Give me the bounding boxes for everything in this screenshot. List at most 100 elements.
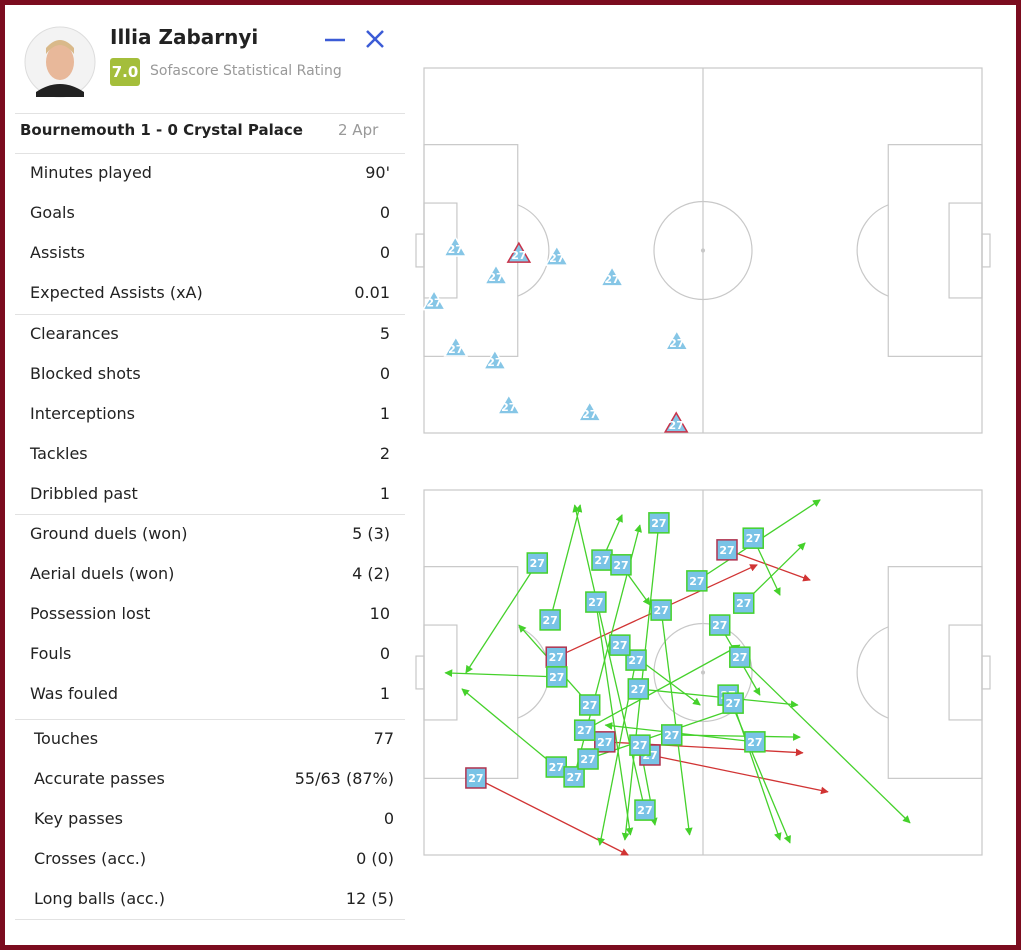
- pass-origin: 27: [526, 552, 549, 574]
- square: [465, 767, 487, 789]
- stat-label: Long balls (acc.): [34, 889, 166, 908]
- square: [729, 646, 751, 668]
- pass-arrow: [549, 504, 583, 621]
- stat-row: Accurate passes 55/63 (87%): [15, 759, 405, 799]
- player-name: Illia Zabarnyi: [110, 25, 259, 49]
- six-yard-box: [948, 624, 983, 721]
- divider: [15, 719, 405, 720]
- stat-value: 0: [379, 243, 390, 262]
- stat-value: 0 (0): [356, 849, 394, 868]
- stat-value: 12 (5): [345, 889, 394, 908]
- stat-row: Tackles 2: [15, 434, 405, 474]
- pass-origin: 27: [465, 767, 487, 789]
- stat-value: 0: [383, 809, 394, 828]
- match-title: Bournemouth 1 - 0 Crystal Palace: [20, 121, 303, 139]
- stat-value: 10: [369, 604, 390, 623]
- stat-value: 1: [379, 684, 390, 703]
- shirt-number: 27: [632, 739, 647, 752]
- defensive-action: 27: [483, 263, 509, 285]
- stat-label: Fouls: [30, 644, 72, 663]
- pass-arrow: [461, 688, 557, 768]
- stat-value: 4 (2): [352, 564, 390, 583]
- stat-label: Ground duels (won): [30, 524, 188, 543]
- triangle: [577, 400, 603, 422]
- square: [627, 678, 650, 700]
- stat-label: Accurate passes: [34, 769, 165, 788]
- divider: [15, 514, 405, 515]
- shirt-number: 27: [628, 654, 643, 667]
- shirt-number: 27: [448, 243, 463, 256]
- square: [526, 552, 549, 574]
- stat-row: Crosses (acc.) 0 (0): [15, 839, 405, 879]
- triangle: [482, 348, 508, 370]
- square: [629, 734, 651, 756]
- six-yard-box: [948, 202, 983, 299]
- rating-badge: 7.0: [110, 58, 140, 86]
- shirt-number: 27: [530, 557, 545, 570]
- goal: [981, 233, 991, 268]
- stat-value: 5 (3): [352, 524, 390, 543]
- defensive-action: 27: [664, 329, 690, 351]
- square: [722, 692, 744, 714]
- pass-arrow: [739, 656, 911, 824]
- stat-row: Fouls 0: [15, 634, 405, 674]
- stat-row: Key passes 0: [15, 799, 405, 839]
- pass-origin: 27: [629, 734, 651, 756]
- defensive-action: 27: [663, 411, 689, 433]
- triangle: [496, 393, 522, 415]
- stat-label: Aerial duels (won): [30, 564, 175, 583]
- square: [732, 592, 755, 614]
- stat-row: Clearances 5: [15, 314, 405, 354]
- pass-origin: 27: [732, 592, 755, 614]
- stat-row: Dribbled past 1: [15, 474, 405, 514]
- square: [563, 766, 585, 788]
- shirt-number: 27: [746, 532, 761, 545]
- pass-arrow: [649, 754, 829, 795]
- rating-label: Sofascore Statistical Rating: [150, 63, 342, 79]
- square: [578, 694, 601, 716]
- pass-origin: 27: [716, 539, 738, 561]
- shirt-number: 27: [580, 753, 595, 766]
- stat-label: Clearances: [30, 324, 119, 343]
- shirt-number: 27: [487, 356, 502, 369]
- shirt-number: 27: [582, 408, 597, 421]
- pass-origin: 27: [539, 609, 561, 631]
- stat-row: Goals 0: [15, 193, 405, 233]
- shirt-number: 27: [732, 651, 747, 664]
- pitch: [415, 67, 991, 434]
- square: [577, 748, 599, 770]
- shirt-number: 27: [669, 337, 684, 350]
- square: [686, 570, 708, 592]
- stat-label: Interceptions: [30, 404, 135, 423]
- stat-value: 5: [379, 324, 390, 343]
- divider: [15, 919, 405, 920]
- shirt-number: 27: [542, 614, 557, 627]
- square: [585, 591, 607, 613]
- stat-value: 55/63 (87%): [294, 769, 394, 788]
- shirt-number: 27: [582, 699, 597, 712]
- stat-label: Was fouled: [30, 684, 119, 703]
- square: [708, 614, 731, 636]
- close[interactable]: [366, 30, 384, 48]
- pass-origin: 27: [742, 527, 764, 549]
- shirt-number: 27: [511, 249, 526, 262]
- shirt-number: 27: [725, 697, 740, 710]
- defensive-action: 27: [482, 348, 508, 370]
- stat-label: Blocked shots: [30, 364, 141, 383]
- defensive-action: 27: [599, 265, 625, 287]
- stat-value: 2: [379, 444, 390, 463]
- goal: [415, 233, 425, 268]
- stat-row: Blocked shots 0: [15, 354, 405, 394]
- pitch: [415, 489, 991, 856]
- stat-label: Goals: [30, 203, 75, 222]
- shirt-number: 27: [653, 604, 668, 617]
- square: [539, 609, 561, 631]
- stat-row: Ground duels (won) 5 (3): [15, 514, 405, 554]
- triangle: [544, 244, 570, 266]
- pass-origin: 27: [594, 731, 616, 753]
- defensive-action: 27: [496, 393, 522, 415]
- square: [634, 799, 656, 821]
- shirt-number: 27: [549, 252, 564, 265]
- pass-origin: 27: [609, 634, 631, 656]
- penalty-arc: [856, 204, 889, 297]
